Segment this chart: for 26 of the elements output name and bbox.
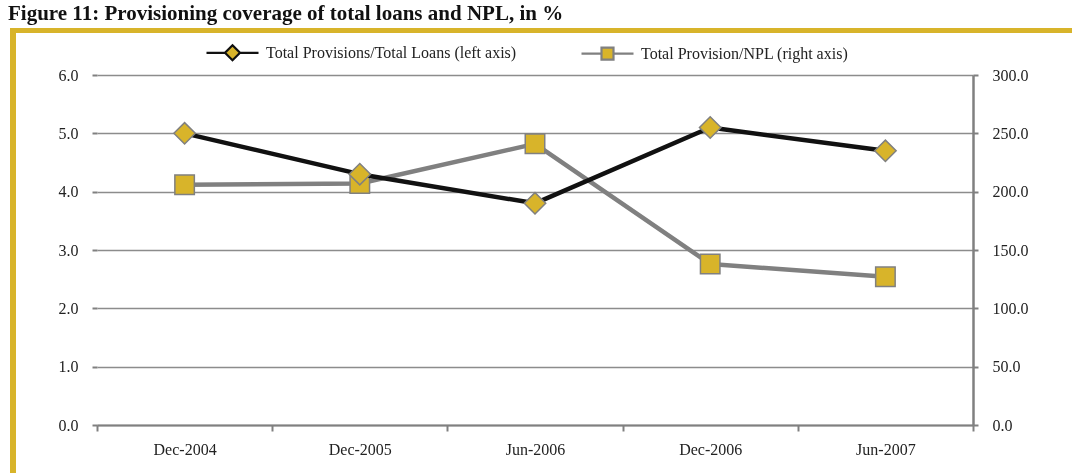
y-tick-label: 3.0 <box>58 241 79 259</box>
y2-tick-label: 150.0 <box>992 241 1029 259</box>
legend-label: Total Provision/NPL (right axis) <box>641 44 848 63</box>
y2-tick-label: 0.0 <box>992 416 1013 434</box>
y2-tick-label: 300.0 <box>992 66 1029 84</box>
chart-title: Figure 11: Provisioning coverage of total loans and NPL, in % <box>8 1 564 25</box>
x-tick-label: Dec-2004 <box>153 440 217 458</box>
point <box>699 253 721 275</box>
point <box>874 266 896 288</box>
point <box>524 133 546 155</box>
y2-tick-label: 200.0 <box>992 183 1029 201</box>
y2-tick-label: 100.0 <box>992 299 1029 317</box>
x-tick-label: Jun-2007 <box>856 440 916 458</box>
y-tick-label: 6.0 <box>58 66 79 84</box>
y-tick-label: 1.0 <box>58 358 79 376</box>
x-tick-label: Dec-2006 <box>679 440 743 458</box>
x-tick-label: Dec-2005 <box>328 440 392 458</box>
y-tick-label: 5.0 <box>58 124 79 142</box>
y-tick-label: 0.0 <box>58 416 79 434</box>
point <box>174 174 196 196</box>
y-tick-label: 2.0 <box>58 299 79 317</box>
legend-label: Total Provisions/Total Loans (left axis) <box>266 43 517 62</box>
y2-tick-label: 50.0 <box>992 358 1021 376</box>
y2-tick-label: 250.0 <box>992 124 1029 142</box>
y-tick-label: 4.0 <box>58 183 79 201</box>
x-tick-label: Jun-2006 <box>505 440 566 458</box>
